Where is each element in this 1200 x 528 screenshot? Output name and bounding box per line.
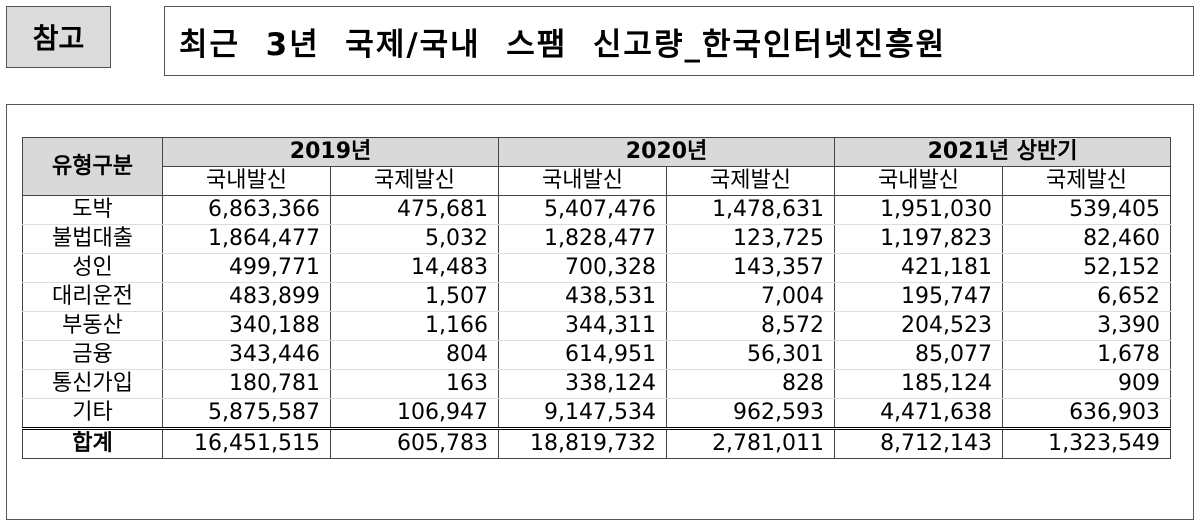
value-cell: 636,903 — [1002, 398, 1172, 429]
year-header-row: 유형구분 2019년 2020년 2021년 상반기 — [22, 137, 1172, 196]
table-row: 통신가입 180,781 163 338,124 828 185,124 909 — [22, 369, 1172, 399]
value-cell: 7,004 — [666, 282, 836, 312]
value-cell: 52,152 — [1002, 253, 1172, 283]
subheader-international: 국제발신 — [329, 166, 500, 196]
total-value-cell: 16,451,515 — [162, 427, 331, 459]
value-cell: 3,390 — [1002, 311, 1172, 341]
value-cell: 483,899 — [162, 282, 331, 312]
category-cell: 도박 — [22, 195, 163, 225]
value-cell: 804 — [329, 340, 500, 370]
value-cell: 438,531 — [498, 282, 668, 312]
year-header-2020: 2020년 — [498, 137, 836, 167]
value-cell: 5,875,587 — [162, 398, 331, 429]
category-cell: 금융 — [22, 340, 163, 370]
value-cell: 1,478,631 — [666, 195, 836, 225]
value-cell: 1,951,030 — [834, 195, 1004, 225]
subheader-domestic: 국내발신 — [834, 166, 1004, 196]
value-cell: 700,328 — [498, 253, 668, 283]
subheader-domestic: 국내발신 — [162, 166, 331, 196]
value-cell: 1,828,477 — [498, 224, 668, 254]
value-cell: 343,446 — [162, 340, 331, 370]
value-cell: 14,483 — [329, 253, 500, 283]
value-cell: 499,771 — [162, 253, 331, 283]
total-value-cell: 2,781,011 — [666, 427, 836, 459]
value-cell: 85,077 — [834, 340, 1004, 370]
value-cell: 106,947 — [329, 398, 500, 429]
value-cell: 143,357 — [666, 253, 836, 283]
value-cell: 962,593 — [666, 398, 836, 429]
table-row: 부동산 340,188 1,166 344,311 8,572 204,523 3,390 — [22, 311, 1172, 341]
total-value-cell: 605,783 — [329, 427, 500, 459]
table-row: 불법대출 1,864,477 5,032 1,828,477 123,725 1,197,… — [22, 224, 1172, 254]
value-cell: 185,124 — [834, 369, 1004, 399]
value-cell: 1,197,823 — [834, 224, 1004, 254]
value-cell: 56,301 — [666, 340, 836, 370]
table-row: 금융 343,446 804 614,951 56,301 85,077 1,678 — [22, 340, 1172, 370]
total-row: 합계 16,451,515 605,783 18,819,732 2,781,011 8,… — [22, 427, 1172, 459]
value-cell: 828 — [666, 369, 836, 399]
value-cell: 539,405 — [1002, 195, 1172, 225]
year-header-2021: 2021년 상반기 — [834, 137, 1172, 167]
total-value-cell: 8,712,143 — [834, 427, 1004, 459]
reference-tag: 참고 — [6, 6, 111, 68]
subheader-international: 국제발신 — [666, 166, 836, 196]
value-cell: 5,407,476 — [498, 195, 668, 225]
value-cell: 163 — [329, 369, 500, 399]
category-cell: 성인 — [22, 253, 163, 283]
total-value-cell: 1,323,549 — [1002, 427, 1172, 459]
value-cell: 338,124 — [498, 369, 668, 399]
title-box: 최근 3년 국제/국내 스팸 신고량_한국인터넷진흥원 — [164, 6, 1194, 76]
year-header-2019: 2019년 — [161, 137, 500, 167]
value-cell: 340,188 — [162, 311, 331, 341]
value-cell: 5,032 — [329, 224, 500, 254]
value-cell: 1,864,477 — [162, 224, 331, 254]
value-cell: 9,147,534 — [498, 398, 668, 429]
reference-tag-label: 참고 — [32, 22, 85, 55]
table-body: 도박 6,863,366 475,681 5,407,476 1,478,631 1,95… — [22, 195, 1172, 459]
subheader-row: 국내발신 국제발신 국내발신 국제발신 국내발신 국제발신 — [23, 166, 1172, 196]
value-cell: 123,725 — [666, 224, 836, 254]
page-title: 최근 3년 국제/국내 스팸 신고량_한국인터넷진흥원 — [179, 26, 947, 63]
table-row: 성인 499,771 14,483 700,328 143,357 421,181 52,1… — [22, 253, 1172, 283]
value-cell: 204,523 — [834, 311, 1004, 341]
value-cell: 195,747 — [834, 282, 1004, 312]
value-cell: 8,572 — [666, 311, 836, 341]
subheader-domestic: 국내발신 — [498, 166, 668, 196]
category-cell: 부동산 — [22, 311, 163, 341]
category-header: 유형구분 — [22, 137, 163, 196]
value-cell: 1,507 — [329, 282, 500, 312]
value-cell: 4,471,638 — [834, 398, 1004, 429]
category-cell: 불법대출 — [22, 224, 163, 254]
subheader-international: 국제발신 — [1002, 166, 1172, 196]
value-cell: 909 — [1002, 369, 1172, 399]
value-cell: 421,181 — [834, 253, 1004, 283]
table-row: 기타 5,875,587 106,947 9,147,534 962,593 4,471,… — [22, 398, 1172, 429]
total-label: 합계 — [22, 427, 163, 459]
category-cell: 대리운전 — [22, 282, 163, 312]
value-cell: 1,678 — [1002, 340, 1172, 370]
value-cell: 82,460 — [1002, 224, 1172, 254]
value-cell: 344,311 — [498, 311, 668, 341]
value-cell: 6,863,366 — [162, 195, 331, 225]
value-cell: 180,781 — [162, 369, 331, 399]
value-cell: 475,681 — [329, 195, 500, 225]
table-frame — [6, 104, 1194, 520]
total-value-cell: 18,819,732 — [498, 427, 668, 459]
table-row: 도박 6,863,366 475,681 5,407,476 1,478,631 1,95… — [22, 195, 1172, 225]
value-cell: 614,951 — [498, 340, 668, 370]
value-cell: 6,652 — [1002, 282, 1172, 312]
category-cell: 통신가입 — [22, 369, 163, 399]
table-row: 대리운전 483,899 1,507 438,531 7,004 195,747 6,652 — [22, 282, 1172, 312]
value-cell: 1,166 — [329, 311, 500, 341]
category-cell: 기타 — [22, 398, 163, 429]
spam-report-table: 유형구분 2019년 2020년 2021년 상반기 국내발신 국제발신 국내발… — [22, 137, 1172, 459]
